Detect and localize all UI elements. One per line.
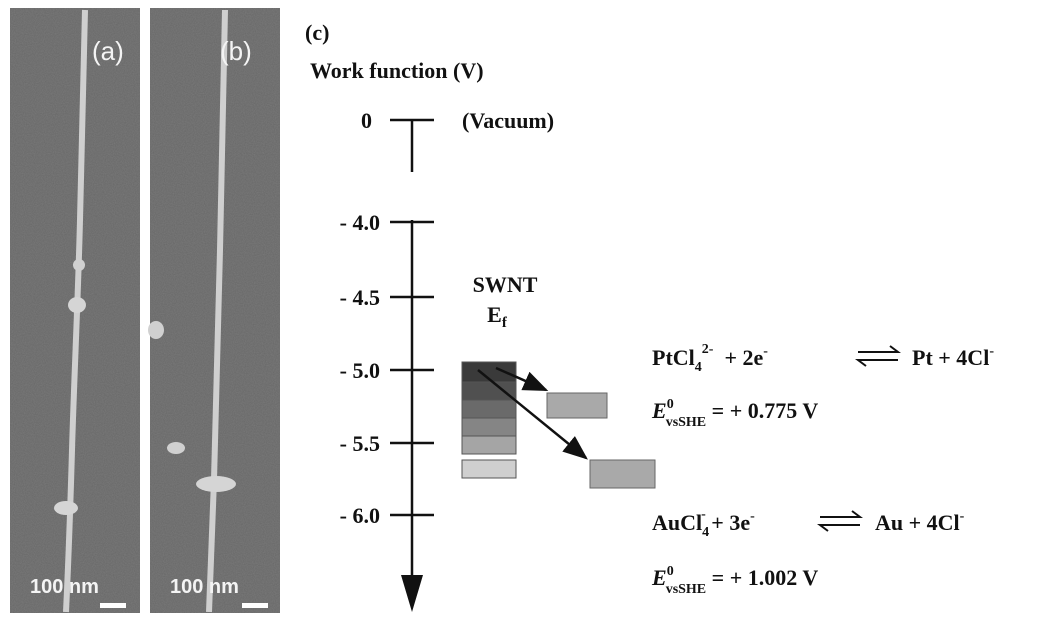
swnt-states	[461, 361, 517, 479]
swnt-label: SWNT	[473, 272, 538, 297]
t: -	[701, 507, 706, 522]
tick-label: 0	[361, 108, 372, 133]
t: vsSHE	[666, 582, 706, 597]
arrow	[477, 369, 588, 460]
scale-label: 100 nm	[30, 576, 99, 598]
equilibrium-arrows	[855, 345, 901, 367]
t: Au + 4Cl	[875, 510, 960, 535]
tick-label: - 5.5	[340, 431, 380, 456]
t: 0	[667, 397, 674, 412]
vacuum-label: (Vacuum)	[462, 108, 554, 133]
axis-arrow	[401, 575, 423, 612]
t: 0	[667, 564, 674, 579]
t: PtCl	[652, 345, 695, 370]
t: vsSHE	[666, 415, 706, 430]
panel-label: (a)	[92, 36, 124, 66]
tick-label: - 4.5	[340, 285, 380, 310]
energy-diagram: (c) Work function (V) 0 (Vacuum) - 4.0 - …	[305, 20, 994, 612]
scale-bar	[100, 603, 126, 608]
t: -	[989, 344, 994, 359]
tick-label: - 5.0	[340, 358, 380, 383]
arrow	[495, 366, 549, 392]
t: AuCl	[652, 510, 702, 535]
ef-sub: f	[502, 315, 508, 331]
t: = + 0.775 V	[706, 398, 818, 423]
t: = + 1.002 V	[706, 565, 818, 590]
panel-label: (c)	[305, 20, 329, 45]
potential: E0 vsSHE = + 0.775 V	[651, 397, 818, 430]
t: 2-	[702, 342, 714, 357]
product: Pt + 4Cl-	[912, 344, 994, 370]
ef-label: Ef	[487, 302, 508, 331]
t: Pt + 4Cl	[912, 345, 989, 370]
reaction: PtCl42- + 2e-	[652, 342, 768, 375]
potential: E0 vsSHE = + 1.002 V	[651, 564, 818, 597]
t: -	[750, 509, 755, 524]
t: 4	[695, 360, 702, 375]
t: E	[651, 565, 667, 590]
pt-level	[546, 392, 608, 419]
t: E	[651, 398, 667, 423]
afm-panel-a: (a) 100 nm	[10, 8, 140, 613]
product: Au + 4Cl-	[875, 509, 965, 535]
panel-label: (b)	[220, 36, 252, 66]
equilibrium-arrows	[817, 510, 863, 532]
au-level	[589, 459, 656, 489]
tick-label: - 6.0	[340, 503, 380, 528]
ef: E	[487, 302, 502, 327]
t: + 2e	[713, 345, 763, 370]
reaction: AuCl4 - + 3e-	[652, 507, 755, 540]
scale-label: 100 nm	[170, 576, 239, 598]
t: -	[960, 509, 965, 524]
t: -	[763, 344, 768, 359]
t: 4	[702, 525, 709, 540]
tick-label: - 4.0	[340, 210, 380, 235]
t: + 3e	[706, 510, 751, 535]
axis-title: Work function (V)	[310, 58, 484, 83]
afm-panel-b: (b) 100 nm	[148, 8, 280, 613]
scale-bar	[242, 603, 268, 608]
